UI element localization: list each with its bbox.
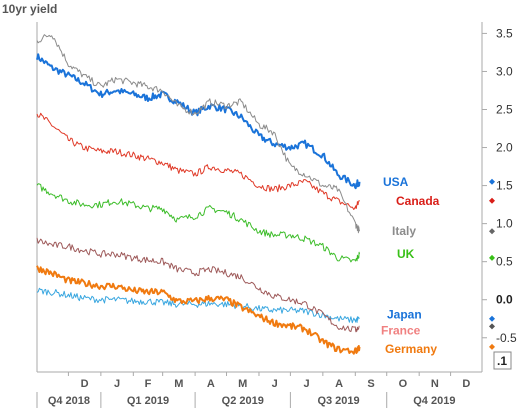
y-tick-label: -0.5 [496, 331, 517, 345]
series-label-germany: Germany [385, 342, 437, 356]
x-month-label: J [272, 378, 278, 390]
y-axis: 3.5 3.0 2.5 2.0 1.5 1.0 0.5 0.0 -0.5 [482, 26, 517, 345]
series-line-uk [36, 183, 360, 263]
axis-marker-japan [489, 315, 495, 322]
axis-marker-france [489, 323, 495, 330]
x-month-label: A [335, 378, 343, 390]
plot-frame [36, 22, 483, 373]
x-axis: D J F M A M J J A S O N D Q4 2018 Q1 2019 Q2 2019 Q3 201… [36, 372, 470, 408]
y-tick-label: 3.0 [496, 64, 513, 78]
series-label-usa: USA [383, 175, 409, 189]
y-tick-label: 1.5 [496, 179, 513, 193]
x-month-label: F [145, 378, 152, 390]
x-month-label: D [462, 378, 470, 390]
x-quarter-label: Q4 2019 [413, 395, 455, 407]
series-line-japan [36, 287, 360, 324]
series-line-usa [36, 53, 361, 190]
x-quarter-label: Q2 2019 [222, 395, 264, 407]
x-quarter-label: Q3 2019 [317, 395, 359, 407]
series-label-japan: Japan [387, 308, 422, 322]
axis-marker-canada [489, 197, 495, 204]
series-line-france [36, 237, 360, 333]
zoom-box[interactable]: .1 [493, 351, 512, 370]
x-month-label: N [431, 378, 439, 390]
series-label-italy: Italy [392, 224, 416, 238]
axis-marker-germany [489, 343, 495, 350]
x-month-label: A [207, 378, 215, 390]
x-month-label: J [304, 378, 310, 390]
series-line-canada [36, 112, 360, 210]
x-month-label: D [81, 378, 89, 390]
y-tick-label: 0.0 [496, 293, 513, 307]
chart-title: 10yr yield [2, 2, 57, 16]
zoom-box-frame[interactable] [493, 351, 512, 370]
x-month-label: M [174, 378, 183, 390]
y-tick-label: 3.5 [496, 26, 513, 40]
axis-marker-italy [489, 228, 495, 235]
series-label-france: France [381, 323, 421, 337]
x-month-label: M [238, 378, 247, 390]
axis-marker-uk [489, 254, 495, 261]
axis-markers [489, 178, 495, 350]
series-layer [36, 34, 361, 355]
x-month-label: J [114, 378, 120, 390]
x-month-label: S [367, 378, 374, 390]
series-label-canada: Canada [396, 194, 440, 208]
x-month-label: O [399, 378, 408, 390]
series-line-germany [36, 265, 361, 355]
y-tick-label: 2.5 [496, 103, 513, 117]
x-quarter-label: Q1 2019 [127, 395, 169, 407]
axis-marker-usa [489, 178, 495, 185]
x-quarter-label: Q4 2018 [48, 395, 90, 407]
y-tick-label: 2.0 [496, 141, 513, 155]
y-tick-label: 1.0 [496, 217, 513, 231]
series-label-uk: UK [397, 247, 415, 261]
y-tick-label: 0.5 [496, 255, 513, 269]
zoom-label[interactable]: .1 [497, 354, 507, 368]
series-line-italy [36, 34, 360, 234]
